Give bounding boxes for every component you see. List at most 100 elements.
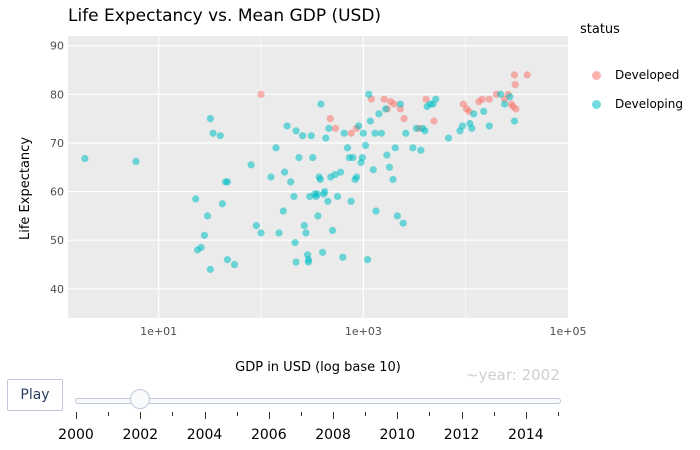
point-developing[interactable] [506, 93, 514, 101]
point-developing[interactable] [510, 117, 519, 125]
point-developing[interactable] [358, 153, 367, 162]
point-developing[interactable] [300, 222, 308, 230]
point-developing[interactable] [371, 129, 379, 137]
point-developing[interactable] [295, 153, 303, 162]
point-developing[interactable] [417, 146, 425, 154]
point-developing[interactable] [470, 110, 478, 118]
point-developing[interactable] [500, 100, 509, 108]
point-developing[interactable] [304, 258, 312, 266]
slider-label[interactable]: 2014 [508, 427, 544, 443]
point-developing[interactable] [365, 90, 373, 98]
point-developing[interactable] [230, 260, 239, 269]
point-developing[interactable] [292, 258, 300, 266]
year-slider-handle[interactable] [130, 389, 151, 409]
point-developing[interactable] [322, 134, 330, 142]
point-developing[interactable] [399, 219, 407, 227]
point-developing[interactable] [313, 190, 321, 198]
point-developing[interactable] [287, 178, 295, 186]
point-developing[interactable] [314, 212, 322, 220]
point-developing[interactable] [468, 124, 476, 132]
point-developing[interactable] [324, 197, 332, 205]
point-developing[interactable] [218, 200, 227, 208]
point-developed[interactable] [422, 95, 430, 103]
point-developed[interactable] [331, 124, 339, 132]
point-developed[interactable] [478, 95, 486, 103]
point-developing[interactable] [333, 192, 342, 201]
point-developing[interactable] [361, 141, 370, 149]
point-developing[interactable] [383, 151, 391, 159]
point-developing[interactable] [272, 144, 280, 152]
point-developing[interactable] [359, 129, 367, 137]
point-developing[interactable] [337, 168, 345, 176]
point-developed[interactable] [523, 71, 531, 79]
point-developing[interactable] [485, 122, 493, 130]
point-developing[interactable] [340, 129, 348, 137]
slider-label[interactable]: 2002 [122, 427, 159, 443]
point-developing[interactable] [216, 132, 224, 140]
point-developing[interactable] [223, 256, 232, 264]
point-developed[interactable] [347, 129, 355, 137]
point-developing[interactable] [480, 107, 488, 115]
point-developing[interactable] [389, 175, 397, 184]
slider-label[interactable]: 2000 [58, 427, 94, 443]
point-developing[interactable] [343, 144, 352, 152]
point-developing[interactable] [349, 153, 357, 162]
point-developing[interactable] [307, 132, 315, 140]
point-developing[interactable] [321, 187, 329, 196]
point-developing[interactable] [275, 229, 283, 237]
point-developing[interactable] [396, 100, 404, 108]
point-developed[interactable] [510, 71, 519, 79]
slider-label[interactable]: 2004 [186, 427, 223, 443]
point-developing[interactable] [377, 129, 385, 137]
point-developed[interactable] [380, 95, 388, 103]
slider-label[interactable]: 2008 [315, 427, 351, 443]
point-developing[interactable] [223, 178, 232, 186]
point-developing[interactable] [432, 95, 440, 103]
point-developing[interactable] [252, 222, 260, 230]
point-developing[interactable] [279, 207, 287, 215]
point-developing[interactable] [393, 212, 401, 220]
point-developing[interactable] [363, 256, 372, 264]
point-developing[interactable] [369, 166, 377, 174]
year-slider-track[interactable] [75, 398, 561, 404]
point-developed[interactable] [400, 115, 408, 123]
point-developed[interactable] [430, 117, 438, 125]
point-developing[interactable] [409, 144, 417, 152]
point-developing[interactable] [192, 195, 200, 203]
point-developing[interactable] [331, 170, 339, 179]
point-developing[interactable] [421, 127, 429, 135]
point-developing[interactable] [290, 192, 298, 201]
point-developing[interactable] [299, 132, 307, 140]
legend-item-developed[interactable]: Developed [592, 66, 679, 84]
point-developing[interactable] [391, 144, 399, 152]
point-developed[interactable] [512, 105, 520, 113]
point-developed[interactable] [485, 95, 493, 103]
point-developing[interactable] [355, 122, 363, 130]
point-developing[interactable] [339, 253, 347, 261]
point-developing[interactable] [325, 124, 333, 132]
slider-label[interactable]: 2010 [379, 427, 416, 443]
point-developing[interactable] [372, 207, 380, 215]
point-developing[interactable] [375, 110, 383, 118]
point-developing[interactable] [247, 161, 255, 169]
point-developing[interactable] [353, 173, 361, 181]
point-developing[interactable] [317, 100, 325, 108]
point-developing[interactable] [292, 127, 300, 135]
point-developing[interactable] [497, 90, 505, 98]
point-developed[interactable] [511, 81, 519, 89]
point-developing[interactable] [302, 229, 310, 237]
point-developing[interactable] [206, 265, 214, 273]
point-developing[interactable] [206, 115, 214, 123]
point-developing[interactable] [402, 129, 410, 137]
point-developing[interactable] [347, 197, 355, 205]
point-developed[interactable] [257, 90, 265, 98]
slider-label[interactable]: 2006 [250, 427, 287, 443]
point-developing[interactable] [381, 105, 390, 113]
legend-item-developing[interactable]: Developing [592, 95, 683, 113]
point-developing[interactable] [283, 122, 291, 130]
point-developing[interactable] [209, 129, 217, 137]
play-button[interactable]: Play [7, 379, 63, 411]
point-developing[interactable] [366, 117, 374, 125]
point-developing[interactable] [444, 134, 453, 142]
point-developing[interactable] [197, 243, 205, 252]
